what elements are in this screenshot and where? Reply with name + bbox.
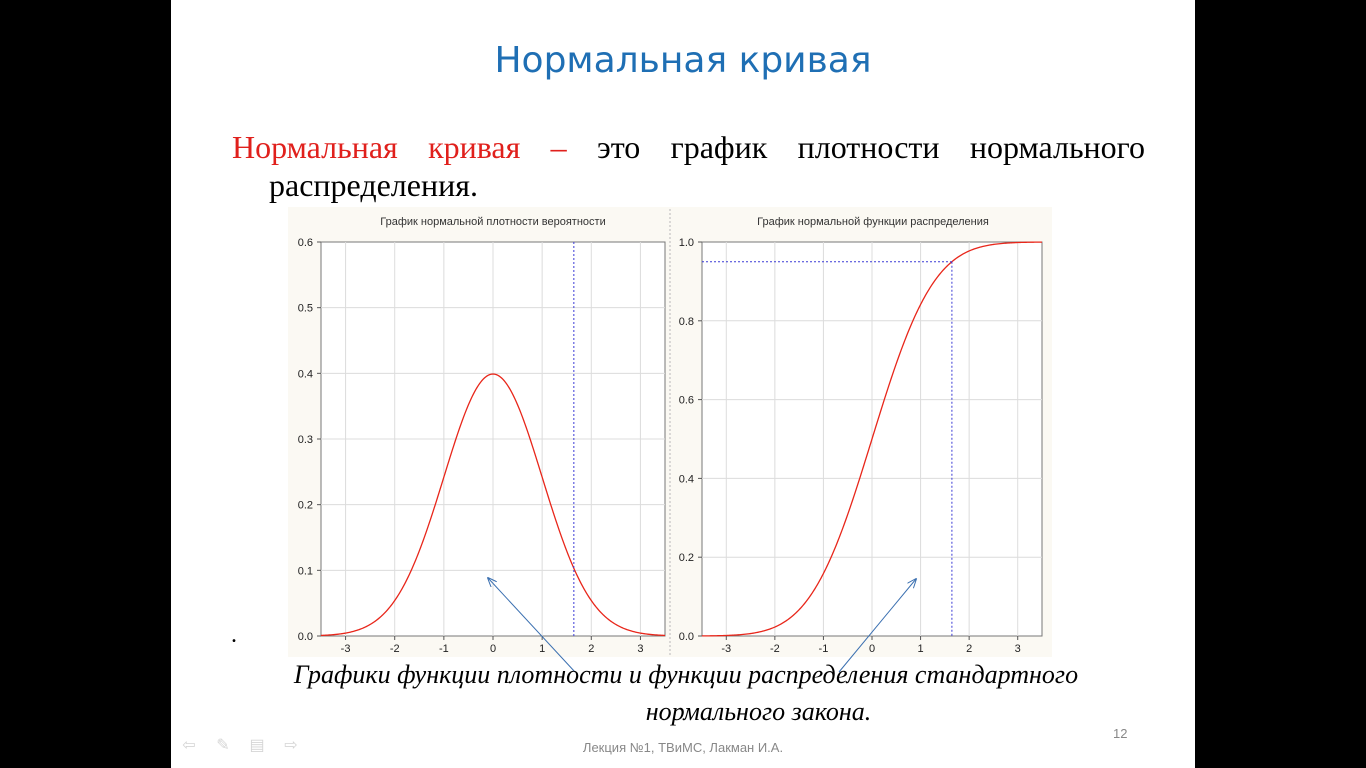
y-tick-label: 0.4 [679,473,694,485]
y-tick-label: 0.5 [298,303,313,315]
bullet-dot: . [231,622,237,648]
chart-title: График нормальной плотности вероятности [380,216,605,228]
x-tick-label: 1 [918,643,924,655]
y-tick-label: 0.2 [679,552,694,564]
density-chart: График нормальной плотности вероятности -… [298,216,666,655]
y-tick-label: 0.0 [679,631,694,643]
caption-line1: Графики функции плотности и функции расп… [293,660,1079,689]
x-tick-label: 3 [1015,643,1021,655]
menu-icon[interactable]: ▤ [249,737,265,754]
x-tick-label: -3 [721,643,731,655]
definition-term: Нормальная кривая [232,129,521,165]
page-number: 12 [1113,726,1128,741]
y-tick-label: 1.0 [679,237,694,249]
slideshow-nav: ⇦ ✎ ▤ ⇨ [179,738,301,754]
arrow-to-density [488,578,576,673]
y-tick-label: 0.6 [298,237,313,249]
curve-series [701,241,1043,637]
y-tick-label: 0.1 [298,565,313,577]
distribution-chart: График нормальной функции распределения -… [679,216,1043,655]
pen-icon[interactable]: ✎ [216,737,230,754]
definition-dash: – [520,129,597,165]
x-tick-label: 2 [588,643,594,655]
definition-text: Нормальная кривая – это график плотности… [232,128,1145,166]
slide: Нормальная кривая Нормальная кривая – эт… [171,0,1195,768]
curve-series [320,373,666,637]
x-tick-label: -1 [819,643,829,655]
y-tick-label: 0.4 [298,368,313,380]
y-tick-label: 0.3 [298,434,313,446]
arrow-to-distribution [838,579,916,673]
charts-figure: График нормальной плотности вероятности -… [288,207,1052,673]
x-tick-label: 2 [966,643,972,655]
y-tick-label: 0.2 [298,500,313,512]
x-tick-label: -3 [341,643,351,655]
definition-rest: это график плотности нормального [596,129,1145,165]
x-tick-label: 0 [869,643,875,655]
back-arrow-icon[interactable]: ⇦ [182,737,196,754]
y-tick-label: 0.0 [298,631,313,643]
caption-line2: нормального закона. [645,697,872,726]
x-tick-label: -2 [390,643,400,655]
chart-title: График нормальной функции распределения [757,216,989,228]
y-tick-label: 0.6 [679,395,694,407]
x-tick-label: -1 [439,643,449,655]
x-tick-label: -2 [770,643,780,655]
x-tick-label: 0 [490,643,496,655]
definition-line2: распределения. [269,167,478,203]
y-tick-label: 0.8 [679,316,694,328]
x-tick-label: 3 [637,643,643,655]
forward-arrow-icon[interactable]: ⇨ [284,737,298,754]
x-tick-label: 1 [539,643,545,655]
slide-title: Нормальная кривая [494,40,872,81]
slide-footer: Лекция №1, ТВиМС, Лакман И.А. [582,740,784,755]
caption-arrows [488,578,916,673]
